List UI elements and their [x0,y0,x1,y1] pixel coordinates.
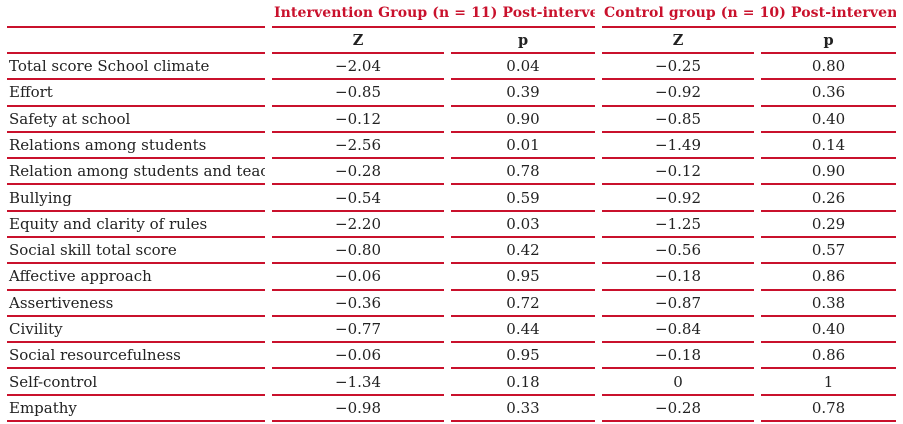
z-intervention-cell: −0.06 [272,343,444,370]
row-label-cell: Empathy [7,396,265,422]
table-row: Relation among students and teachers −0.… [7,159,897,186]
z-intervention-cell: −0.36 [272,291,444,317]
table-row: Bullying −0.54 0.59 −0.92 0.26 [7,185,897,212]
p-intervention-header: p [451,28,596,54]
z-control-cell: −0.85 [602,107,755,133]
table-row: Social skill total score −0.80 0.42 −0.5… [7,238,897,265]
p-control-cell: 0.40 [761,317,897,344]
table-row: Effort −0.85 0.39 −0.92 0.36 [7,80,897,107]
corner-cell-2 [7,28,265,54]
z-control-cell: −0.56 [602,238,755,265]
p-control-cell: 0.36 [761,80,897,107]
z-intervention-cell: −0.85 [272,80,444,107]
table-row: Civility −0.77 0.44 −0.84 0.40 [7,317,897,344]
control-group-header: Control group (n = 10) Post-intervention [602,0,897,28]
p-intervention-cell: 0.72 [451,291,596,317]
p-control-cell: 0.29 [761,212,897,238]
z-control-cell: −0.92 [602,80,755,107]
row-label-cell: Relations among students [7,133,265,160]
p-intervention-cell: 0.44 [451,317,596,344]
z-control-cell: −0.84 [602,317,755,344]
table-row: Social resourcefulness −0.06 0.95 −0.18 … [7,343,897,370]
table-row: Equity and clarity of rules −2.20 0.03 −… [7,212,897,238]
table-row: Total score School climate −2.04 0.04 −0… [7,54,897,81]
z-intervention-cell: −0.98 [272,396,444,422]
table-row: Affective approach −0.06 0.95 −0.18 0.86 [7,264,897,291]
p-intervention-cell: 0.90 [451,107,596,133]
p-control-cell: 1 [761,369,897,396]
p-intervention-cell: 0.33 [451,396,596,422]
row-label-cell: Equity and clarity of rules [7,212,265,238]
z-control-cell: −0.18 [602,264,755,291]
z-intervention-cell: −2.56 [272,133,444,160]
z-control-cell: −1.49 [602,133,755,160]
table-row: Relations among students −2.56 0.01 −1.4… [7,133,897,160]
z-control-cell: 0 [602,369,755,396]
z-control-cell: −0.92 [602,185,755,212]
p-control-cell: 0.40 [761,107,897,133]
z-intervention-cell: −2.04 [272,54,444,81]
row-label-cell: Safety at school [7,107,265,133]
z-intervention-cell: −0.54 [272,185,444,212]
row-label-cell: Relation among students and teachers [7,159,265,186]
z-intervention-header: Z [272,28,444,54]
row-label-cell: Total score School climate [7,54,265,81]
p-control-cell: 0.90 [761,159,897,186]
p-intervention-cell: 0.95 [451,343,596,370]
z-control-cell: −0.28 [602,396,755,422]
p-intervention-cell: 0.39 [451,80,596,107]
row-label-cell: Assertiveness [7,291,265,317]
z-intervention-cell: −0.80 [272,238,444,265]
z-control-header: Z [602,28,755,54]
row-label-cell: Civility [7,317,265,344]
group-header-row: Intervention Group (n = 11) Post-interve… [7,0,897,28]
p-control-cell: 0.14 [761,133,897,160]
p-control-cell: 0.38 [761,291,897,317]
row-label-cell: Effort [7,80,265,107]
z-control-cell: −0.18 [602,343,755,370]
p-intervention-cell: 0.03 [451,212,596,238]
p-intervention-cell: 0.18 [451,369,596,396]
row-label-cell: Bullying [7,185,265,212]
z-control-cell: −0.12 [602,159,755,186]
z-control-cell: −1.25 [602,212,755,238]
p-control-cell: 0.86 [761,264,897,291]
z-intervention-cell: −0.77 [272,317,444,344]
row-label-cell: Self-control [7,369,265,396]
table-row: Empathy −0.98 0.33 −0.28 0.78 [7,396,897,422]
z-intervention-cell: −2.20 [272,212,444,238]
z-control-cell: −0.25 [602,54,755,81]
p-intervention-cell: 0.59 [451,185,596,212]
p-intervention-cell: 0.78 [451,159,596,186]
corner-cell [7,0,265,28]
p-intervention-cell: 0.42 [451,238,596,265]
table-row: Assertiveness −0.36 0.72 −0.87 0.38 [7,291,897,317]
p-control-cell: 0.26 [761,185,897,212]
p-control-cell: 0.86 [761,343,897,370]
row-label-cell: Social skill total score [7,238,265,265]
p-intervention-cell: 0.01 [451,133,596,160]
table-row: Self-control −1.34 0.18 0 1 [7,369,897,396]
p-intervention-cell: 0.04 [451,54,596,81]
row-label-cell: Social resourcefulness [7,343,265,370]
intervention-group-header: Intervention Group (n = 11) Post-interve… [272,0,596,28]
p-control-cell: 0.80 [761,54,897,81]
z-intervention-cell: −0.28 [272,159,444,186]
p-control-cell: 0.78 [761,396,897,422]
p-control-cell: 0.57 [761,238,897,265]
z-intervention-cell: −0.12 [272,107,444,133]
z-intervention-cell: −1.34 [272,369,444,396]
z-control-cell: −0.87 [602,291,755,317]
p-intervention-cell: 0.95 [451,264,596,291]
stat-header-row: Z p Z p [7,28,897,54]
table-row: Safety at school −0.12 0.90 −0.85 0.40 [7,107,897,133]
row-label-cell: Affective approach [7,264,265,291]
p-control-header: p [761,28,897,54]
z-intervention-cell: −0.06 [272,264,444,291]
